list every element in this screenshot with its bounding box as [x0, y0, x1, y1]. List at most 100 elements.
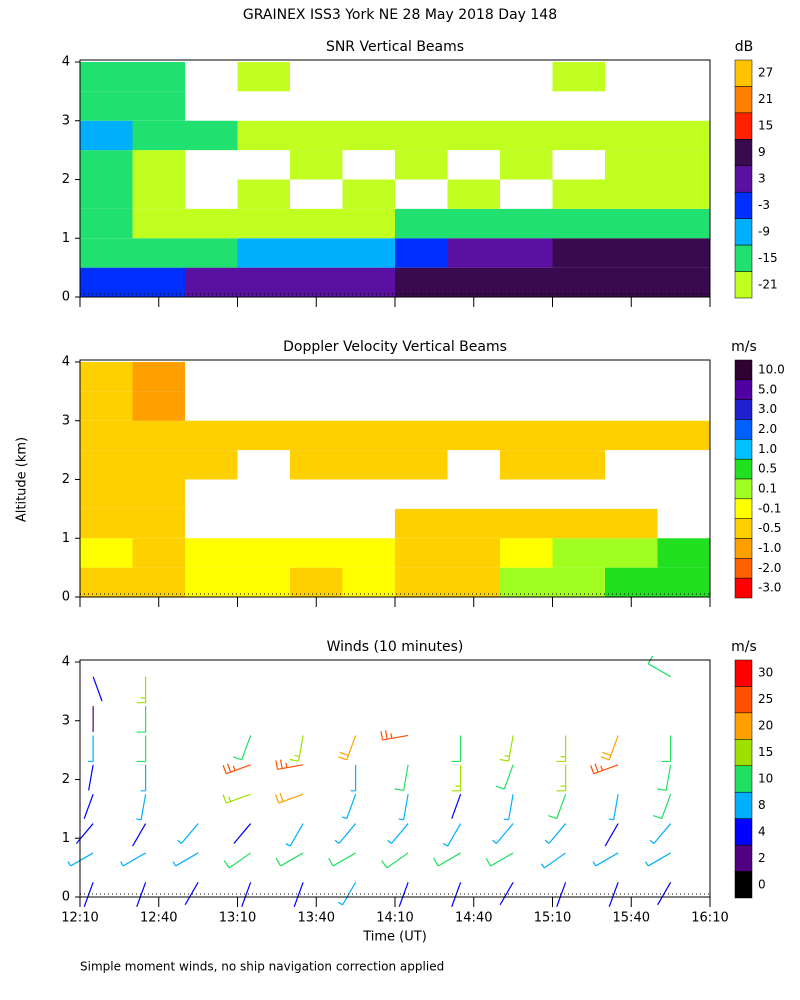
colorbar-label: 21: [758, 92, 773, 106]
wind-barb: [556, 764, 567, 792]
heat-cell: [500, 208, 553, 239]
colorbar-label: -15: [758, 251, 778, 265]
heat-cell: [290, 567, 343, 597]
x-tick-label: 12:10: [61, 911, 98, 926]
colorbar-box: [734, 498, 753, 519]
heat-cell: [395, 208, 448, 239]
colorbar-box: [734, 818, 753, 846]
heat-cell: [552, 508, 605, 539]
x-tick-label: 13:10: [219, 911, 256, 926]
heat-cell: [552, 267, 605, 297]
wind-barb: [136, 794, 147, 821]
heat-cell: [290, 238, 343, 268]
heat-cell: [552, 208, 605, 239]
wind-barb: [222, 763, 251, 775]
colorbar-box: [734, 558, 753, 579]
wind-barb: [177, 823, 199, 844]
wind-barb: [184, 882, 199, 906]
y-axis-title: Altitude (km): [15, 437, 30, 522]
wind-barb: [608, 882, 619, 907]
heat-cell: [342, 267, 395, 297]
colorbar-label: 1.0: [758, 442, 777, 456]
wind-barb: [75, 823, 94, 844]
colorbar-box: [734, 765, 753, 793]
colorbar-label: 3: [758, 172, 766, 186]
colorbar-label: 25: [758, 692, 773, 706]
x-tick-label: 14:40: [455, 911, 492, 926]
heat-cell: [342, 120, 395, 151]
colorbar-box: [734, 458, 753, 480]
wind-barb: [387, 823, 409, 844]
panel-title: Doppler Velocity Vertical Beams: [283, 339, 507, 355]
y-tick-label: 0: [62, 590, 70, 605]
heat-cell: [447, 420, 500, 451]
wind-barb: [398, 794, 409, 821]
heat-cell: [80, 508, 133, 539]
wind-barb: [592, 852, 619, 867]
colorbar-unit: m/s: [731, 339, 757, 355]
heat-cell: [132, 120, 185, 151]
heat-cell: [290, 208, 343, 239]
heat-cell: [605, 267, 658, 297]
heat-cell: [395, 538, 448, 568]
heat-cell: [185, 538, 238, 568]
colorbar-box: [734, 359, 753, 381]
wind-barb: [222, 793, 251, 804]
heat-cell: [342, 450, 395, 480]
colorbar-label: -0.1: [758, 501, 781, 515]
heat-cell: [500, 538, 553, 568]
wind-barb: [223, 852, 251, 869]
colorbar-label: 0.5: [758, 462, 777, 476]
panel-title: Winds (10 minutes): [327, 639, 464, 655]
heat-cell: [132, 62, 185, 92]
x-tick-label: 12:40: [140, 911, 177, 926]
heat-cell: [395, 508, 448, 539]
heat-cell: [605, 567, 658, 597]
heat-cell: [552, 450, 605, 480]
colorbar-box: [734, 871, 753, 899]
y-tick-label: 3: [62, 713, 70, 728]
colorbar-label: -2.0: [758, 561, 781, 575]
wind-barb: [140, 764, 147, 792]
heat-cell: [447, 238, 500, 268]
heat-cell: [605, 238, 658, 268]
colorbar-box: [734, 518, 753, 539]
wind-barb: [647, 655, 671, 678]
wind-barb: [136, 882, 147, 907]
colorbar-label: 0: [758, 877, 766, 891]
wind-barb: [241, 882, 252, 907]
x-tick-label: 13:40: [298, 911, 335, 926]
heat-cell: [500, 238, 553, 268]
heat-cell: [395, 567, 448, 597]
heat-cell: [80, 179, 133, 209]
wind-barb: [337, 882, 357, 906]
colorbar-label: 2.0: [758, 422, 777, 436]
heat-cell: [552, 62, 605, 92]
colorbar-box: [734, 844, 753, 872]
heat-cell: [447, 567, 500, 597]
heat-cell: [80, 567, 133, 597]
colorbar-box: [734, 244, 753, 272]
wind-barb: [649, 823, 672, 844]
colorbar-label: 4: [758, 824, 766, 838]
y-tick-label: 1: [62, 831, 70, 846]
wind-barb: [499, 882, 514, 906]
heat-cell: [132, 91, 185, 121]
wind-barb: [233, 735, 252, 761]
heat-cell: [342, 238, 395, 268]
colorbar-label: 27: [758, 66, 773, 80]
wind-barb: [394, 764, 409, 792]
wind-barb: [381, 852, 409, 869]
heat-cell: [185, 267, 238, 297]
heat-cell: [80, 391, 133, 421]
colorbar-label: -3.0: [758, 581, 781, 595]
heat-cell: [342, 567, 395, 597]
heat-cell: [132, 267, 185, 297]
heat-cell: [342, 179, 395, 209]
colorbar-label: -0.5: [758, 521, 781, 535]
heat-cell: [132, 567, 185, 597]
heat-cell: [185, 450, 238, 480]
heat-cell: [605, 120, 658, 151]
wind-barb: [132, 823, 147, 847]
y-tick-label: 4: [62, 355, 70, 370]
